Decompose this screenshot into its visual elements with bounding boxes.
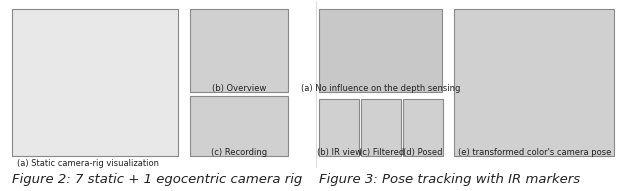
FancyBboxPatch shape <box>190 96 289 156</box>
Text: (c) Filtered: (c) Filtered <box>358 148 404 157</box>
Text: Figure 2: 7 static + 1 egocentric camera rig: Figure 2: 7 static + 1 egocentric camera… <box>12 173 302 186</box>
Text: (a) Static camera-rig visualization: (a) Static camera-rig visualization <box>17 159 159 168</box>
FancyBboxPatch shape <box>319 99 359 156</box>
Text: (d) Posed: (d) Posed <box>403 148 443 157</box>
Text: Figure 3: Pose tracking with IR markers: Figure 3: Pose tracking with IR markers <box>319 173 580 186</box>
FancyBboxPatch shape <box>319 9 442 92</box>
Text: (b) Overview: (b) Overview <box>212 84 266 93</box>
FancyBboxPatch shape <box>454 9 614 156</box>
FancyBboxPatch shape <box>190 9 289 92</box>
Text: (c) Recording: (c) Recording <box>211 148 268 157</box>
FancyBboxPatch shape <box>361 99 401 156</box>
Text: (b) IR view: (b) IR view <box>317 148 362 157</box>
FancyBboxPatch shape <box>12 9 178 156</box>
FancyBboxPatch shape <box>403 99 443 156</box>
Text: (a) No influence on the depth sensing: (a) No influence on the depth sensing <box>301 84 460 93</box>
Text: (e) transformed color's camera pose: (e) transformed color's camera pose <box>458 148 611 157</box>
